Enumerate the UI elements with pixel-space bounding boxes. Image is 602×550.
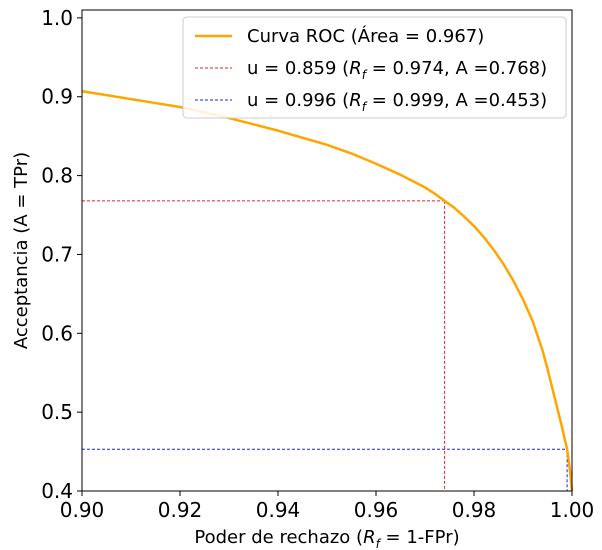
x-tick-label: 0.92: [158, 498, 203, 522]
y-tick-label: 0.4: [41, 479, 73, 503]
legend: Curva ROC (Área = 0.967) u = 0.859 (Rf =…: [182, 16, 567, 119]
roc-curve-line: [81, 89, 574, 492]
y-axis-label: Acceptancia (A = TPr): [11, 152, 32, 349]
x-tick-label: 0.90: [60, 498, 105, 522]
legend-entry-u996-sub: f: [362, 100, 368, 114]
legend-entry-roc-label: Curva ROC (Área = 0.967): [247, 25, 484, 47]
x-axis-label-var: R: [363, 527, 376, 548]
y-tick-label: 1.0: [41, 6, 73, 30]
x-tick-label: 1.00: [550, 498, 595, 522]
plot-frame: [81, 9, 573, 492]
x-axis-label-before: Poder de rechazo (: [194, 527, 363, 548]
x-axis-label-after: = 1-FPr): [380, 527, 460, 548]
legend-entry-u859-prefix: u = 0.859 (: [247, 58, 349, 79]
y-tick-label: 0.8: [41, 164, 73, 188]
x-axis-ticks: 0.90 0.92 0.94 0.96 0.98 1.00: [60, 491, 595, 522]
legend-entry-u859-var: R: [349, 58, 362, 79]
y-tick-label: 0.5: [41, 400, 73, 424]
plot-lines: [81, 89, 574, 492]
y-tick-label: 0.7: [41, 242, 73, 266]
legend-entry-u996-var: R: [349, 90, 362, 111]
legend-entry-u859-sub: f: [362, 68, 368, 82]
x-axis-label: Poder de rechazo (Rf = 1-FPr): [194, 527, 459, 550]
y-tick-label: 0.9: [41, 85, 73, 109]
legend-entry-u996: u = 0.996 (Rf = 0.999, A =0.453): [247, 90, 547, 114]
y-axis-ticks: 0.4 0.5 0.6 0.7 0.8 0.9 1.0: [41, 6, 82, 503]
legend-box: [182, 16, 567, 119]
legend-entry-u859-suffix: = 0.974, A =0.768): [366, 58, 547, 79]
legend-entry-u996-prefix: u = 0.996 (: [247, 90, 349, 111]
legend-entry-u859: u = 0.859 (Rf = 0.974, A =0.768): [247, 58, 547, 82]
x-tick-label: 0.96: [354, 498, 399, 522]
y-tick-label: 0.6: [41, 321, 73, 345]
x-axis-label-sub: f: [376, 537, 382, 550]
x-tick-label: 0.94: [256, 498, 301, 522]
legend-entry-roc: Curva ROC (Área = 0.967): [247, 25, 484, 47]
legend-entry-u996-suffix: = 0.999, A =0.453): [366, 90, 547, 111]
x-tick-label: 0.98: [452, 498, 497, 522]
